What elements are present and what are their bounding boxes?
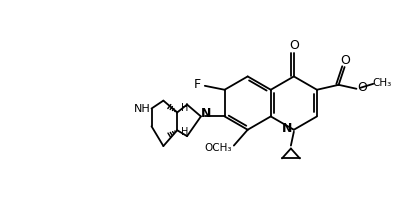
Text: OCH₃: OCH₃ (204, 143, 232, 152)
Text: F: F (193, 78, 200, 91)
Text: NH: NH (134, 104, 151, 114)
Text: O: O (341, 54, 350, 67)
Text: H: H (182, 127, 189, 137)
Text: N: N (282, 122, 292, 135)
Text: H: H (182, 103, 189, 113)
Text: O: O (357, 81, 367, 94)
Text: O: O (289, 39, 299, 52)
Text: CH₃: CH₃ (373, 78, 392, 88)
Text: N: N (201, 107, 211, 120)
